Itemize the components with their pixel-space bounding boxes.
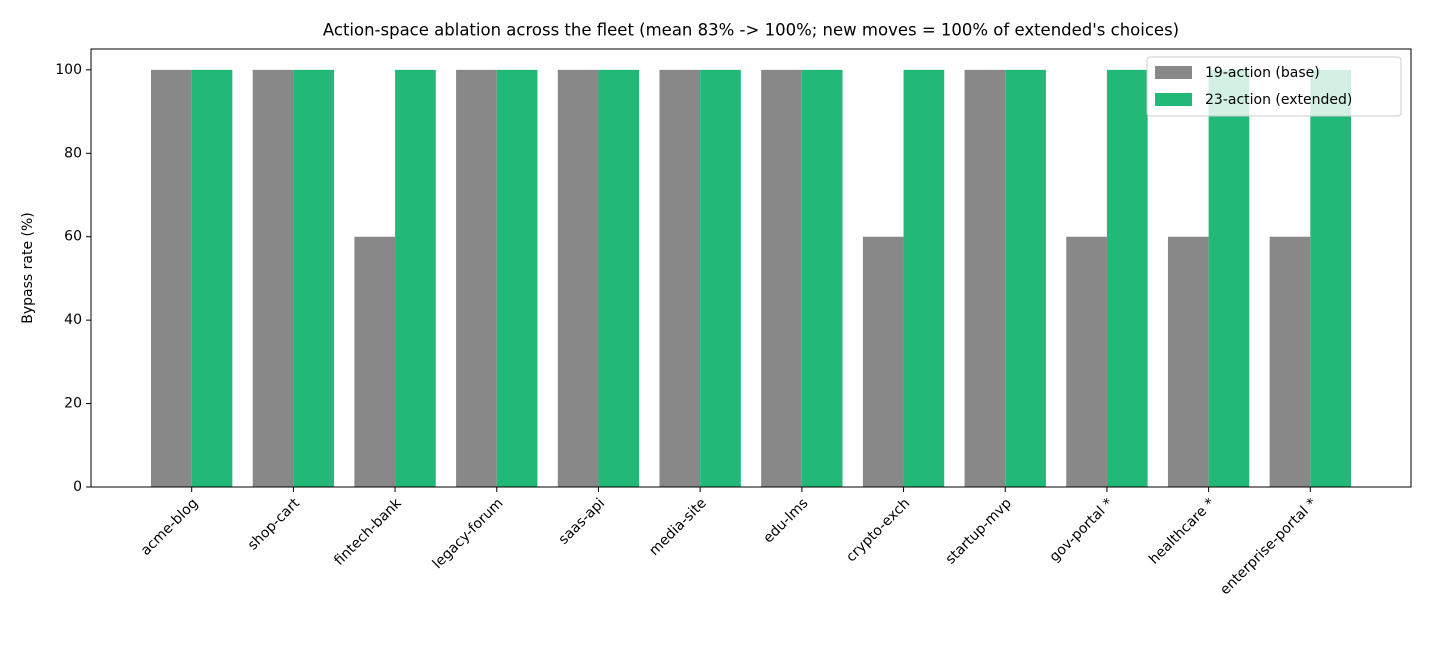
bar (801, 69, 843, 487)
bar (862, 236, 904, 487)
x-tick-label: startup-mvp (943, 495, 1015, 567)
bar (1106, 69, 1148, 487)
bar (659, 69, 701, 487)
bar (1269, 236, 1311, 487)
bar (761, 69, 802, 487)
bar (964, 69, 1006, 487)
x-tick-label: enterprise-portal * (1217, 495, 1320, 598)
y-tick-label: 100 (55, 62, 82, 78)
bar (1208, 69, 1250, 487)
bar (293, 69, 335, 487)
bar (191, 69, 233, 487)
x-tick-label: healthcare * (1146, 495, 1218, 567)
y-tick-label: 80 (64, 145, 82, 161)
y-axis-label: Bypass rate (%) (20, 212, 36, 324)
bar (557, 69, 599, 487)
x-tick-label: media-site (646, 495, 710, 559)
bar (151, 69, 192, 487)
y-tick-label: 40 (64, 312, 82, 328)
bar (354, 236, 396, 487)
legend-swatch (1155, 66, 1192, 79)
bar (456, 69, 497, 487)
x-tick-label: saas-api (556, 495, 608, 547)
x-tick-label: edu-lms (760, 495, 811, 546)
x-tick-label: crypto-exch (843, 495, 913, 565)
bar (1167, 236, 1209, 487)
x-tick-label: acme-blog (138, 495, 202, 559)
bar (1005, 69, 1046, 487)
legend-label: 19-action (base) (1205, 65, 1320, 81)
bar (1310, 69, 1351, 487)
bar (903, 69, 945, 487)
y-tick-label: 20 (64, 396, 82, 412)
legend-swatch (1155, 93, 1192, 106)
bar (1066, 236, 1107, 487)
axes-frame (90, 48, 1412, 488)
legend-box (1146, 56, 1402, 117)
bar (395, 69, 436, 487)
x-tick-label: shop-cart (245, 495, 303, 553)
legend-label: 23-action (extended) (1205, 92, 1352, 108)
x-tick-label: fintech-bank (331, 495, 405, 569)
bar (252, 69, 294, 487)
bar (496, 69, 538, 487)
y-tick-label: 60 (64, 229, 82, 245)
x-tick-label: gov-portal * (1047, 495, 1117, 565)
bar (700, 69, 741, 487)
bar (598, 69, 640, 487)
x-tick-label: legacy-forum (430, 495, 507, 572)
chart-title: Action-space ablation across the fleet (… (323, 21, 1179, 40)
y-tick-label: 0 (73, 479, 82, 495)
